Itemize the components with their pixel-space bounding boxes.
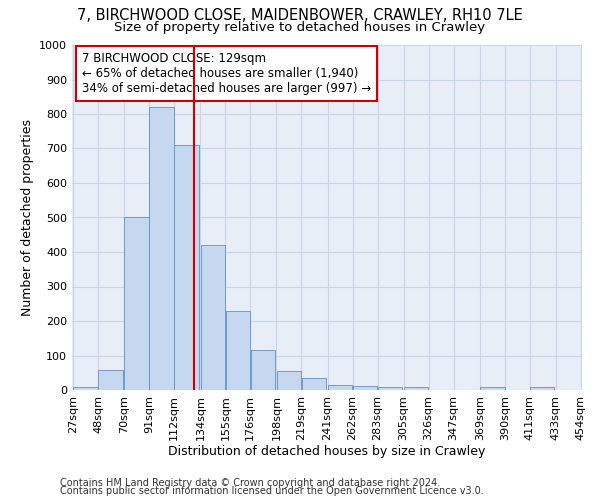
Bar bbox=[530, 387, 554, 390]
Text: Size of property relative to detached houses in Crawley: Size of property relative to detached ho… bbox=[115, 21, 485, 34]
Text: Contains HM Land Registry data © Crown copyright and database right 2024.: Contains HM Land Registry data © Crown c… bbox=[60, 478, 440, 488]
Bar bbox=[200, 245, 225, 390]
Bar bbox=[226, 310, 250, 390]
Bar bbox=[277, 371, 301, 390]
Text: Contains public sector information licensed under the Open Government Licence v3: Contains public sector information licen… bbox=[60, 486, 484, 496]
Bar bbox=[124, 218, 149, 390]
Text: 7, BIRCHWOOD CLOSE, MAIDENBOWER, CRAWLEY, RH10 7LE: 7, BIRCHWOOD CLOSE, MAIDENBOWER, CRAWLEY… bbox=[77, 8, 523, 22]
Bar bbox=[73, 387, 98, 390]
Bar bbox=[251, 350, 275, 390]
Bar bbox=[404, 387, 428, 390]
Bar bbox=[378, 386, 403, 390]
Text: 7 BIRCHWOOD CLOSE: 129sqm
← 65% of detached houses are smaller (1,940)
34% of se: 7 BIRCHWOOD CLOSE: 129sqm ← 65% of detac… bbox=[82, 52, 371, 95]
Bar bbox=[353, 386, 377, 390]
Bar bbox=[480, 386, 505, 390]
Bar bbox=[175, 145, 199, 390]
Bar bbox=[328, 385, 352, 390]
Bar bbox=[149, 107, 174, 390]
Y-axis label: Number of detached properties: Number of detached properties bbox=[20, 119, 34, 316]
Bar bbox=[302, 378, 326, 390]
X-axis label: Distribution of detached houses by size in Crawley: Distribution of detached houses by size … bbox=[169, 446, 485, 458]
Bar bbox=[98, 370, 123, 390]
